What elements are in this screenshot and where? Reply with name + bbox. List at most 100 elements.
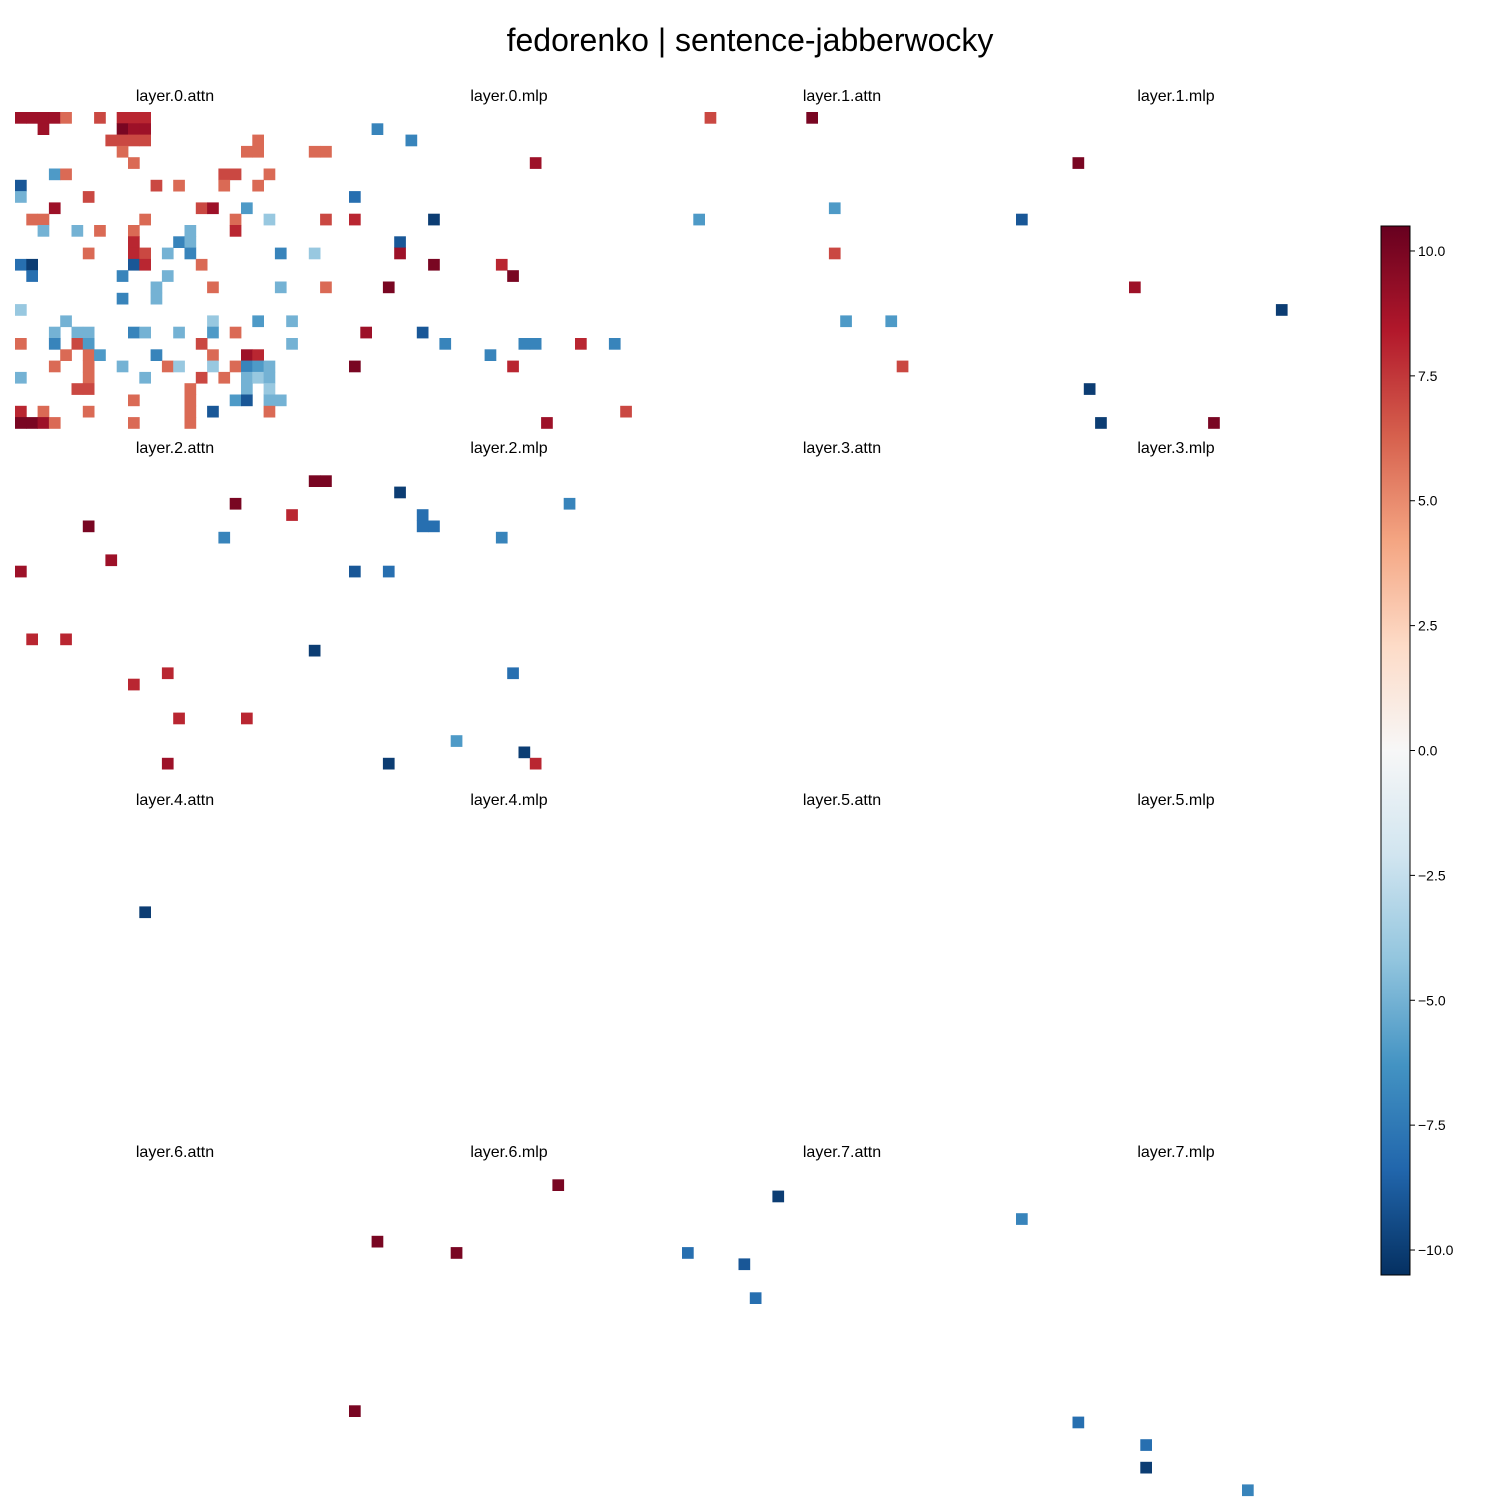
heatmap-cell: [495, 258, 508, 271]
heatmap-cell: [263, 168, 276, 181]
panel-title: layer.7.mlp: [1137, 1144, 1215, 1161]
heatmap-cell: [184, 225, 197, 237]
heatmap-cell: [416, 520, 429, 533]
heatmap-cell: [94, 112, 106, 124]
heatmap-cell: [173, 326, 185, 339]
heatmap-cell: [116, 292, 129, 305]
heatmap-cell: [139, 371, 151, 384]
heatmap-cell: [105, 554, 118, 567]
heatmap-cell: [60, 168, 72, 181]
heatmap-cell: [82, 383, 95, 395]
figure-title: fedorenko | sentence-jabberwocky: [506, 22, 994, 58]
heatmap-cell: [394, 236, 406, 248]
heatmap-cell: [150, 281, 163, 294]
panel-title: layer.2.mlp: [470, 440, 548, 457]
heatmap-cell: [371, 1235, 384, 1248]
heatmap-cell: [82, 338, 95, 350]
heatmap-cell: [60, 633, 72, 646]
heatmap-cell: [26, 633, 38, 646]
colorbar-tick-label: −7.5: [1418, 1117, 1446, 1133]
heatmap-cell: [184, 417, 197, 429]
heatmap-cell: [150, 292, 163, 305]
heatmap-cell: [563, 497, 576, 510]
heatmap-cell: [128, 112, 140, 124]
heatmap-cell: [416, 509, 429, 521]
heatmap-cell: [1072, 1416, 1085, 1429]
heatmap-cell: [349, 191, 361, 203]
heatmap-cell: [439, 338, 452, 350]
colorbar-tick-label: 2.5: [1418, 618, 1438, 634]
heatmap-cell: [173, 179, 185, 192]
heatmap-cell: [274, 394, 287, 407]
heatmap-cell: [37, 225, 50, 237]
heatmap-cell: [507, 667, 519, 680]
heatmap-cell: [495, 531, 508, 544]
heatmap-cell: [116, 270, 129, 282]
heatmap-cell: [308, 247, 321, 260]
heatmap-cell: [1242, 1484, 1254, 1497]
heatmap-cell: [195, 202, 208, 215]
heatmap-cell: [139, 112, 151, 124]
heatmap-cell: [116, 112, 129, 124]
heatmap-cell: [1208, 417, 1220, 429]
panel-title: layer.2.attn: [135, 440, 215, 457]
heatmap-cell: [405, 134, 418, 147]
heatmap-cell: [128, 247, 140, 260]
heatmap-cell: [161, 757, 174, 770]
heatmap-cell: [184, 236, 197, 248]
heatmap-cell: [229, 497, 242, 510]
heatmap-cell: [60, 349, 72, 361]
heatmap-cell: [173, 360, 185, 373]
heatmap-cell: [48, 417, 61, 429]
heatmap-cell: [116, 145, 129, 158]
heatmap-cell: [320, 281, 332, 294]
heatmap-cell: [263, 383, 276, 395]
heatmap-cell: [772, 1190, 785, 1203]
heatmap-cell: [484, 349, 497, 361]
heatmap-cell: [229, 213, 242, 226]
heatmap-cell: [207, 405, 219, 418]
heatmap-cell: [15, 179, 27, 192]
heatmap-cell: [207, 349, 219, 361]
colorbar-tick-label: −5.0: [1418, 992, 1446, 1008]
heatmap-cell: [71, 338, 84, 350]
heatmap-cell: [37, 417, 50, 429]
heatmap-cell: [575, 338, 587, 350]
heatmap-cell: [128, 157, 140, 169]
heatmap-cell: [60, 112, 72, 124]
heatmap-cell: [1016, 1213, 1028, 1225]
panel-title: layer.3.attn: [802, 440, 882, 457]
heatmap-cell: [896, 360, 909, 373]
heatmap-cell: [371, 123, 384, 135]
colorbar-tick-label: 7.5: [1418, 368, 1438, 384]
heatmap-cell: [682, 1247, 694, 1259]
heatmap-cell: [241, 394, 253, 407]
heatmap-cell: [229, 326, 242, 339]
heatmap-cell: [37, 405, 50, 418]
heatmap-cell: [241, 371, 253, 384]
heatmap-cell: [82, 371, 95, 384]
heatmap-cell: [1140, 1461, 1152, 1474]
heatmap-cell: [704, 112, 717, 124]
heatmap-cell: [139, 134, 151, 147]
colorbar-tick-label: 0.0: [1418, 743, 1438, 759]
heatmap-cell: [15, 258, 27, 271]
heatmap-cell: [15, 371, 27, 384]
heatmap-cell: [382, 565, 395, 578]
heatmap-cell: [828, 247, 841, 260]
heatmap-cell: [693, 213, 705, 226]
heatmap-cell: [252, 179, 264, 192]
heatmap-cell: [26, 112, 38, 124]
heatmap-cell: [48, 112, 61, 124]
heatmap-cell: [552, 1179, 565, 1191]
colorbar-tick-label: 10.0: [1418, 243, 1445, 259]
heatmap-cell: [82, 520, 95, 533]
heatmap-cell: [806, 112, 818, 124]
heatmap-cell: [416, 326, 429, 339]
heatmap-cell: [229, 360, 242, 373]
heatmap-cell: [286, 315, 298, 328]
heatmap-cell: [15, 565, 27, 578]
heatmap-cell: [71, 383, 84, 395]
heatmap-cell: [229, 394, 242, 407]
